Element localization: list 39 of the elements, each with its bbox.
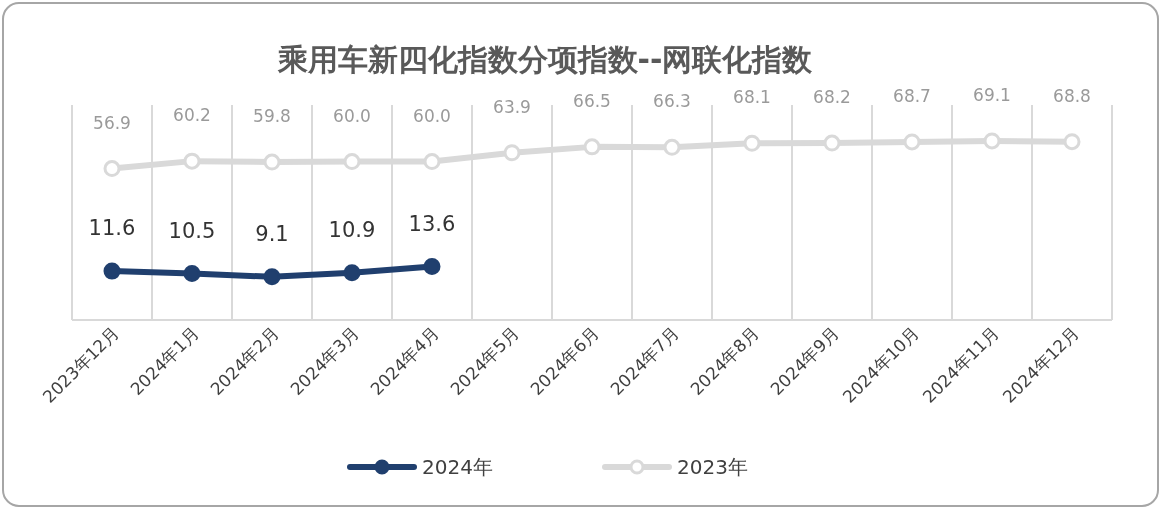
data-label: 59.8	[253, 106, 291, 127]
data-label: 10.5	[168, 218, 216, 243]
point	[103, 160, 121, 178]
point	[983, 132, 1001, 150]
point	[343, 153, 361, 171]
point	[423, 153, 441, 171]
legend-label: 2023年	[677, 455, 748, 479]
point	[503, 144, 521, 162]
data-label: 68.8	[1053, 85, 1091, 106]
point	[743, 134, 761, 152]
data-label: 13.6	[408, 211, 456, 236]
point	[423, 258, 441, 276]
data-label: 68.2	[813, 87, 851, 108]
legend-label: 2024年	[422, 455, 493, 479]
data-label: 60.0	[333, 105, 371, 126]
chart-title: 乘用车新四化指数分项指数--网联化指数	[276, 42, 814, 77]
point	[343, 264, 361, 282]
data-label: 56.9	[93, 112, 131, 133]
data-label: 10.9	[328, 217, 376, 242]
point	[583, 138, 601, 156]
data-label: 66.5	[573, 90, 611, 111]
data-label: 11.6	[88, 216, 136, 241]
data-label: 63.9	[493, 96, 531, 117]
point	[903, 133, 921, 151]
point	[1063, 133, 1081, 151]
data-label: 68.7	[893, 85, 931, 106]
point	[263, 268, 281, 286]
data-label: 60.0	[413, 105, 451, 126]
point	[103, 262, 121, 280]
data-label: 69.1	[973, 84, 1011, 105]
data-label: 60.2	[173, 105, 211, 126]
point	[263, 153, 281, 171]
data-label: 66.3	[653, 91, 691, 112]
point	[183, 265, 201, 283]
point	[663, 138, 681, 156]
data-label: 9.1	[255, 221, 289, 246]
point	[183, 152, 201, 170]
data-label: 68.1	[733, 87, 771, 108]
point	[823, 134, 841, 152]
